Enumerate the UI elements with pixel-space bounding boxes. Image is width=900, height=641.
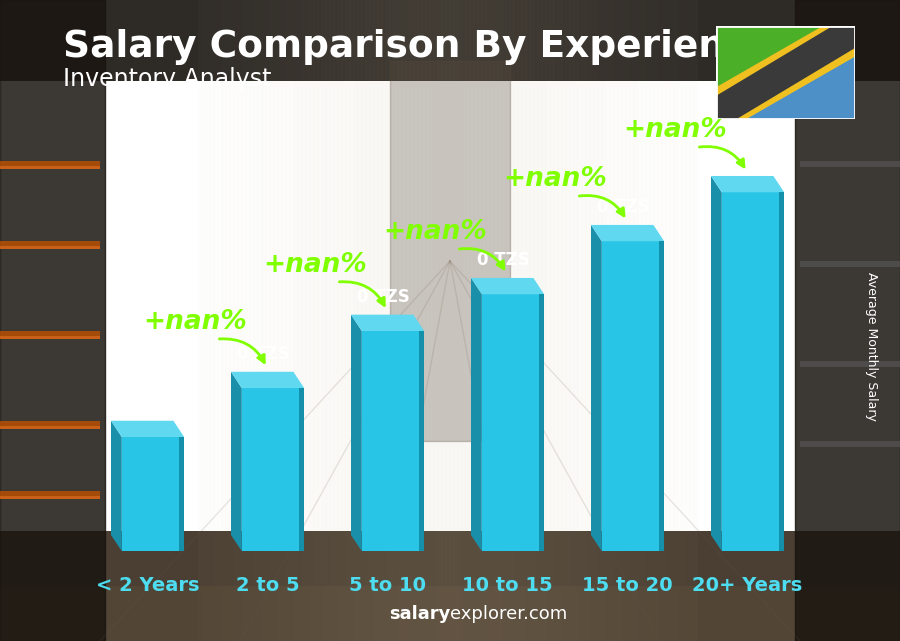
Text: 0 TZS: 0 TZS	[717, 149, 770, 167]
Text: Inventory Analyst: Inventory Analyst	[63, 67, 272, 91]
Bar	[242, 388, 304, 551]
Bar	[0, 331, 100, 339]
Text: salary: salary	[389, 605, 450, 623]
Text: < 2 Years: < 2 Years	[95, 576, 200, 595]
Polygon shape	[111, 420, 122, 551]
Text: Average Monthly Salary: Average Monthly Salary	[865, 272, 878, 420]
Text: +nan%: +nan%	[383, 219, 487, 246]
Bar	[0, 426, 100, 429]
Bar	[362, 331, 424, 551]
Bar	[659, 241, 664, 551]
Bar	[299, 388, 304, 551]
Polygon shape	[591, 225, 602, 551]
Text: +nan%: +nan%	[503, 166, 607, 192]
Polygon shape	[471, 278, 544, 294]
Bar	[122, 437, 184, 551]
Bar	[0, 336, 100, 339]
Text: 0 TZS: 0 TZS	[477, 251, 530, 269]
Text: 2 to 5: 2 to 5	[236, 576, 300, 595]
Bar	[0, 586, 900, 641]
Bar	[778, 192, 784, 551]
Text: +nan%: +nan%	[263, 252, 367, 278]
Bar	[722, 192, 784, 551]
Polygon shape	[716, 26, 855, 119]
Polygon shape	[716, 26, 855, 119]
Polygon shape	[711, 176, 784, 192]
Text: 5 to 10: 5 to 10	[349, 576, 426, 595]
Polygon shape	[231, 372, 242, 551]
Text: Salary Comparison By Experience: Salary Comparison By Experience	[63, 29, 773, 65]
Text: 0 TZS: 0 TZS	[117, 394, 170, 412]
Polygon shape	[739, 49, 855, 119]
Polygon shape	[351, 315, 424, 331]
Polygon shape	[111, 420, 184, 437]
Text: explorer.com: explorer.com	[450, 605, 567, 623]
Polygon shape	[591, 225, 664, 241]
Text: 0 TZS: 0 TZS	[357, 288, 410, 306]
Bar	[800, 441, 900, 447]
Polygon shape	[716, 26, 855, 119]
Bar	[482, 294, 544, 551]
Text: 15 to 20: 15 to 20	[582, 576, 673, 595]
Polygon shape	[716, 26, 832, 96]
Bar	[800, 161, 900, 167]
Bar	[0, 531, 900, 641]
Text: 10 to 15: 10 to 15	[463, 576, 553, 595]
Text: 0 TZS: 0 TZS	[597, 198, 650, 216]
Text: 20+ Years: 20+ Years	[692, 576, 803, 595]
Polygon shape	[351, 315, 362, 551]
Polygon shape	[471, 278, 482, 551]
Text: +nan%: +nan%	[143, 309, 247, 335]
Bar	[418, 331, 424, 551]
Text: +nan%: +nan%	[623, 117, 727, 144]
Bar	[800, 361, 900, 367]
Bar	[800, 261, 900, 267]
Polygon shape	[711, 176, 722, 551]
Bar	[0, 491, 100, 499]
Bar	[0, 246, 100, 249]
Bar	[602, 241, 664, 551]
Bar	[179, 437, 184, 551]
Bar	[0, 166, 100, 169]
Bar	[0, 0, 900, 81]
Polygon shape	[231, 372, 304, 388]
Bar	[0, 421, 100, 429]
Bar	[0, 161, 100, 169]
Bar	[0, 496, 100, 499]
Text: 0 TZS: 0 TZS	[237, 345, 290, 363]
Bar	[539, 294, 544, 551]
Bar	[0, 241, 100, 249]
